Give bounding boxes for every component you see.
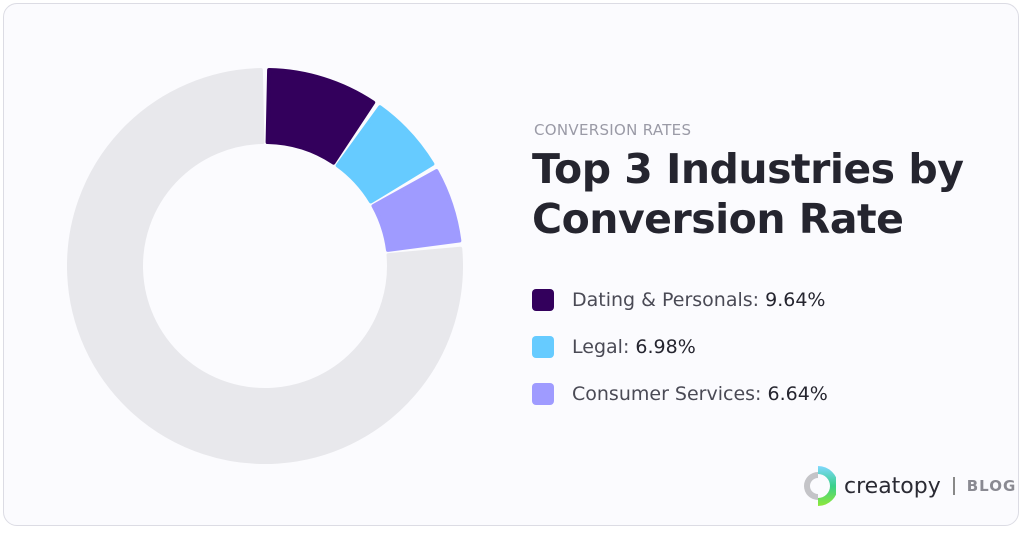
legend: Dating & Personals: 9.64% Legal: 6.98% Con… [532, 288, 828, 429]
creatopy-logo-icon [804, 466, 836, 506]
donut-slice [371, 169, 462, 252]
divider [952, 477, 955, 495]
legend-label: Consumer Services: 6.64% [572, 382, 828, 405]
legend-value: 6.64% [761, 382, 828, 405]
legend-swatch [532, 288, 554, 311]
legend-label: Legal: 6.98% [572, 335, 696, 358]
title-line-1: Top 3 Industries by [532, 145, 964, 193]
donut-remainder [67, 68, 463, 464]
brand-name: creatopy [844, 473, 941, 499]
legend-swatch [532, 335, 554, 358]
legend-name: Consumer Services [572, 382, 756, 405]
eyebrow-label: CONVERSION RATES [534, 121, 692, 139]
title-line-2: Conversion Rate [532, 195, 904, 243]
section-label: BLOG [966, 477, 1017, 495]
legend-name: Legal [572, 335, 623, 358]
donut-slice [265, 68, 376, 165]
legend-item: Dating & Personals: 9.64% [532, 288, 828, 311]
chart-title: Top 3 Industries by Conversion Rate [532, 144, 964, 244]
legend-label: Dating & Personals: 9.64% [572, 288, 826, 311]
legend-value: 9.64% [759, 288, 826, 311]
infographic-card: CONVERSION RATES Top 3 Industries by Con… [3, 3, 1019, 526]
legend-swatch [532, 382, 554, 405]
legend-item: Consumer Services: 6.64% [532, 382, 828, 405]
legend-item: Legal: 6.98% [532, 335, 828, 358]
creatopy-logo: creatopy BLOG [804, 464, 1016, 508]
legend-value: 6.98% [629, 335, 696, 358]
legend-name: Dating & Personals [572, 288, 753, 311]
donut-slice [335, 105, 435, 204]
donut-chart [67, 68, 463, 464]
